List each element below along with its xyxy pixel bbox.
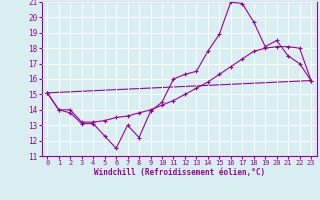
X-axis label: Windchill (Refroidissement éolien,°C): Windchill (Refroidissement éolien,°C) <box>94 168 265 177</box>
